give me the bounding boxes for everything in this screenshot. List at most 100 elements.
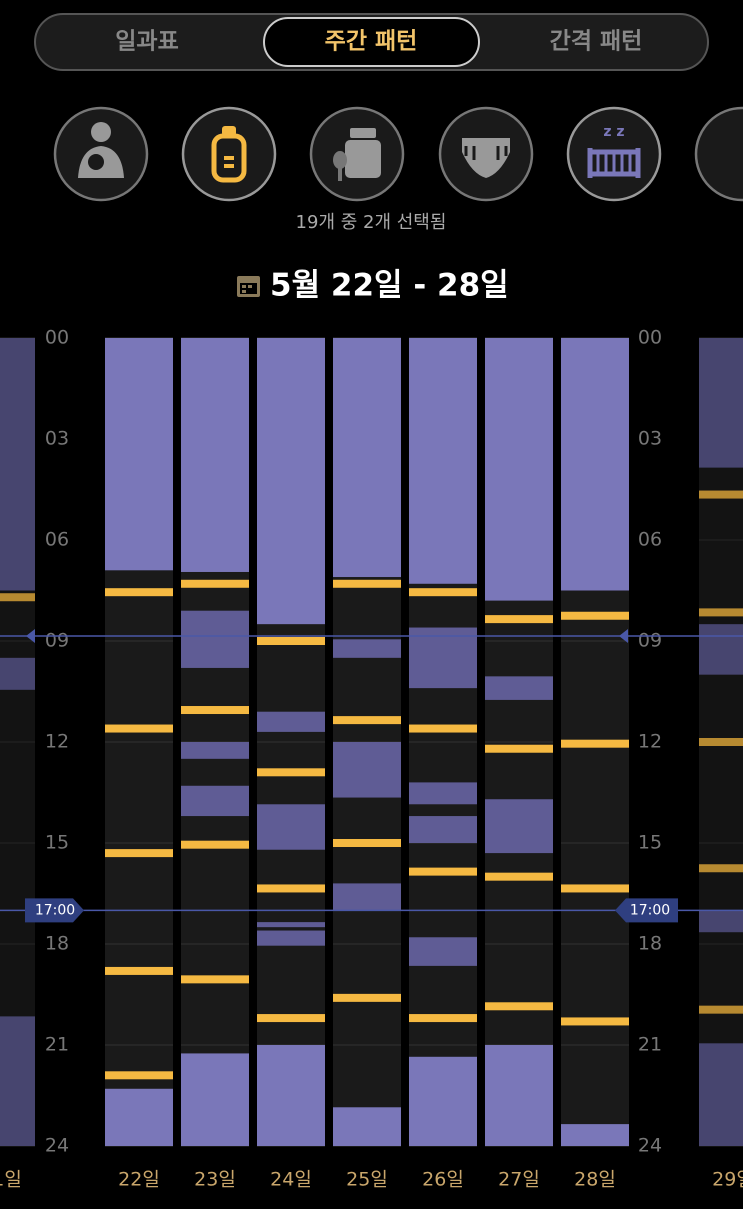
feed-mark [0, 593, 35, 602]
day-label: 25일 [346, 1169, 388, 1191]
time-marker-tip [26, 628, 35, 643]
feed-mark [105, 849, 173, 858]
feed-mark [485, 1002, 553, 1011]
nap-segment [0, 1016, 35, 1146]
icon-bottle[interactable] [181, 106, 277, 202]
feed-mark [257, 768, 325, 777]
nap-segment [699, 1043, 743, 1146]
day-column [257, 337, 325, 1147]
feed-mark [561, 739, 629, 748]
nap-segment [181, 742, 249, 759]
day-column [485, 337, 553, 1147]
selection-count: 19개 중 2개 선택됨 [296, 212, 447, 233]
day-label: 21일 [0, 1169, 22, 1191]
nap-segment [699, 338, 743, 468]
feed-mark [105, 724, 173, 733]
y-tick-label: 09 [638, 630, 662, 652]
y-tick-label: 03 [638, 428, 662, 450]
feed-mark [561, 1017, 629, 1026]
y-tick-label: 21 [638, 1034, 662, 1056]
y-tick-label: 09 [45, 630, 69, 652]
tab[interactable]: 주간 패턴 [325, 29, 418, 55]
y-tick-label: 24 [45, 1135, 69, 1157]
tab[interactable]: 일과표 [115, 29, 178, 55]
nap-segment [333, 742, 401, 798]
y-tick-label: 24 [638, 1135, 662, 1157]
filter-icons: z z [53, 106, 743, 202]
nap-segment [409, 782, 477, 805]
day-label: 27일 [498, 1169, 540, 1191]
y-tick-label: 18 [45, 933, 69, 955]
time-marker-tag [615, 898, 678, 923]
feed-mark [333, 993, 401, 1002]
y-tick-label: 18 [638, 933, 662, 955]
sleep-segment [257, 338, 325, 625]
feed-mark [105, 966, 173, 975]
feed-mark [485, 744, 553, 753]
day-label: 29일 [712, 1169, 743, 1191]
y-tick-label: 00 [45, 327, 69, 349]
nap-segment [333, 883, 401, 911]
feed-mark [181, 840, 249, 849]
tab[interactable]: 간격 패턴 [550, 29, 643, 55]
feed-mark [257, 637, 325, 645]
icon-more[interactable] [694, 106, 743, 202]
date-range: 5월 22일 - 28일 [270, 268, 509, 304]
feed-mark [699, 490, 743, 499]
sleep-segment [561, 338, 629, 591]
sleep-segment [485, 1045, 553, 1146]
y-tick-label: 00 [638, 327, 662, 349]
nap-segment [257, 930, 325, 946]
feed-mark [257, 884, 325, 893]
nap-segment [699, 624, 743, 675]
y-tick-label: 03 [45, 428, 69, 450]
feed-mark [485, 615, 553, 624]
y-tick-label: 12 [638, 731, 662, 753]
feed-mark [699, 1005, 743, 1014]
feed-mark [699, 864, 743, 873]
nap-segment [409, 816, 477, 843]
nap-segment [699, 910, 743, 933]
feed-mark [409, 867, 477, 876]
sleep-segment [409, 1056, 477, 1146]
day-column [561, 337, 629, 1147]
feed-mark [105, 588, 173, 597]
day-column [105, 337, 173, 1147]
nap-segment [0, 657, 35, 690]
day-label: 22일 [118, 1169, 160, 1191]
day-column [181, 337, 249, 1147]
day-column [409, 337, 477, 1147]
feed-mark [409, 588, 477, 597]
y-tick-label: 06 [638, 529, 662, 551]
feed-mark [485, 872, 553, 881]
nap-segment [485, 799, 553, 854]
nap-segment [257, 711, 325, 732]
day-column [333, 337, 401, 1147]
y-tick-label: 21 [45, 1034, 69, 1056]
feed-mark [181, 706, 249, 715]
day-label: 24일 [270, 1169, 312, 1191]
feed-mark [105, 1071, 173, 1080]
nap-segment [333, 639, 401, 658]
feed-mark [333, 839, 401, 847]
feed-mark [257, 1014, 325, 1023]
y-tick-label: 06 [45, 529, 69, 551]
time-marker-label: 17:00 [630, 902, 670, 918]
sleep-segment [105, 1088, 173, 1146]
feed-mark [699, 608, 743, 617]
feed-mark [333, 716, 401, 725]
y-tick-label: 15 [638, 832, 662, 854]
time-marker-label: 17:00 [35, 902, 75, 918]
time-marker-tag [25, 898, 84, 923]
nap-segment [181, 785, 249, 817]
sleep-segment [181, 1053, 249, 1146]
sleep-segment [485, 338, 553, 601]
day-column [0, 337, 35, 1147]
feed-mark [181, 975, 249, 984]
sleep-segment [257, 1045, 325, 1146]
y-tick-label: 12 [45, 731, 69, 753]
feed-mark [409, 724, 477, 733]
day-label: 28일 [574, 1169, 616, 1191]
